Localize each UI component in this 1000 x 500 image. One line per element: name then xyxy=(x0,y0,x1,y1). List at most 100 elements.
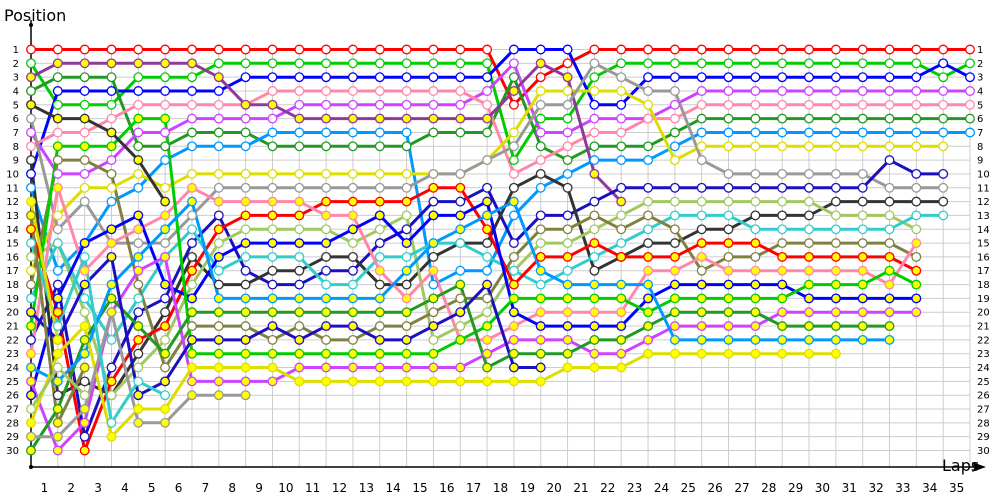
point-yellow xyxy=(804,141,814,152)
point-blue xyxy=(508,44,519,55)
point-sky-2 xyxy=(696,334,707,345)
point-pink-2 xyxy=(777,265,788,276)
point-yellow xyxy=(240,168,251,179)
point-green-2 xyxy=(374,348,385,359)
point-yellow-3 xyxy=(52,334,63,345)
point-sky-2 xyxy=(884,334,895,345)
point-olive xyxy=(267,334,278,345)
point-green-2 xyxy=(589,293,600,304)
point-blue xyxy=(106,86,117,96)
point-red-2 xyxy=(723,238,734,249)
point-dark-green-2 xyxy=(294,307,305,318)
point-yellow-2 xyxy=(482,376,493,387)
point-light-green-2 xyxy=(79,390,90,401)
point-red xyxy=(804,44,814,55)
point-green xyxy=(669,58,680,69)
point-blue xyxy=(160,86,171,96)
point-violet xyxy=(160,127,171,138)
y-tick-label-right: 13 xyxy=(977,211,990,222)
point-sky-2 xyxy=(830,334,841,345)
point-navy xyxy=(133,307,144,318)
point-sky xyxy=(911,127,922,138)
point-navy xyxy=(830,182,841,193)
point-blue-2 xyxy=(26,390,36,401)
point-green xyxy=(401,58,412,69)
point-navy xyxy=(589,196,600,207)
point-yellow-2 xyxy=(321,376,332,387)
point-blue xyxy=(965,72,975,83)
point-yellow xyxy=(133,168,144,179)
point-black xyxy=(643,238,654,249)
point-sky-2 xyxy=(160,224,171,235)
point-yellow xyxy=(347,168,358,179)
point-violet xyxy=(213,113,224,124)
point-teal xyxy=(750,224,761,235)
point-red-2 xyxy=(562,251,573,262)
point-sky xyxy=(267,127,278,138)
y-tick-label-right: 4 xyxy=(977,86,983,97)
point-pink xyxy=(133,99,144,110)
point-violet xyxy=(508,58,519,69)
point-yellow-2 xyxy=(294,376,305,387)
point-green-2 xyxy=(160,113,171,124)
point-green xyxy=(428,58,439,69)
point-yellow-2 xyxy=(750,348,761,359)
point-light-green xyxy=(696,196,707,207)
point-pink-2 xyxy=(669,265,680,276)
point-teal xyxy=(669,210,680,221)
point-green-2 xyxy=(321,348,332,359)
point-olive xyxy=(401,321,412,332)
point-blue xyxy=(911,72,922,83)
point-dark-green xyxy=(938,113,949,124)
point-red xyxy=(401,44,412,55)
point-teal xyxy=(938,210,949,221)
point-green xyxy=(347,58,358,69)
point-navy-2 xyxy=(133,390,144,401)
point-violet-2 xyxy=(562,334,573,345)
point-purple xyxy=(267,99,278,110)
point-yellow xyxy=(213,168,224,179)
point-light-green xyxy=(79,307,90,318)
point-olive xyxy=(455,293,466,304)
x-tick-label: 13 xyxy=(359,481,374,495)
point-sky xyxy=(669,141,680,152)
point-navy xyxy=(938,168,949,179)
point-olive-2 xyxy=(26,210,36,221)
point-red xyxy=(643,44,654,55)
point-red-2 xyxy=(321,196,332,207)
point-sky xyxy=(750,127,761,138)
point-violet xyxy=(938,86,949,96)
point-purple xyxy=(79,58,90,69)
point-green xyxy=(133,72,144,83)
point-green xyxy=(294,58,305,69)
point-red-2 xyxy=(401,196,412,207)
point-teal xyxy=(106,334,117,345)
point-grey xyxy=(589,58,600,69)
point-red xyxy=(428,44,439,55)
point-red-2 xyxy=(213,224,224,235)
point-violet xyxy=(347,99,358,110)
point-navy xyxy=(777,182,788,193)
point-green xyxy=(187,72,197,83)
point-pink xyxy=(884,99,895,110)
point-blue-2 xyxy=(294,238,305,249)
point-red-2 xyxy=(455,182,466,193)
point-black xyxy=(884,196,895,207)
point-green xyxy=(884,58,895,69)
point-red xyxy=(884,44,895,55)
point-navy xyxy=(213,210,224,221)
point-olive xyxy=(294,321,305,332)
point-teal xyxy=(857,224,868,235)
point-green-2 xyxy=(482,321,493,332)
point-sky-2 xyxy=(777,334,788,345)
point-yellow-2 xyxy=(347,376,358,387)
point-pink-2 xyxy=(508,321,519,332)
point-red xyxy=(723,44,734,55)
point-dark-green-2 xyxy=(428,293,439,304)
point-purple xyxy=(106,58,117,69)
point-teal xyxy=(804,224,814,235)
point-purple xyxy=(374,113,385,124)
point-yellow-2 xyxy=(830,348,841,359)
point-teal xyxy=(240,251,251,262)
point-dark-green xyxy=(401,141,412,152)
